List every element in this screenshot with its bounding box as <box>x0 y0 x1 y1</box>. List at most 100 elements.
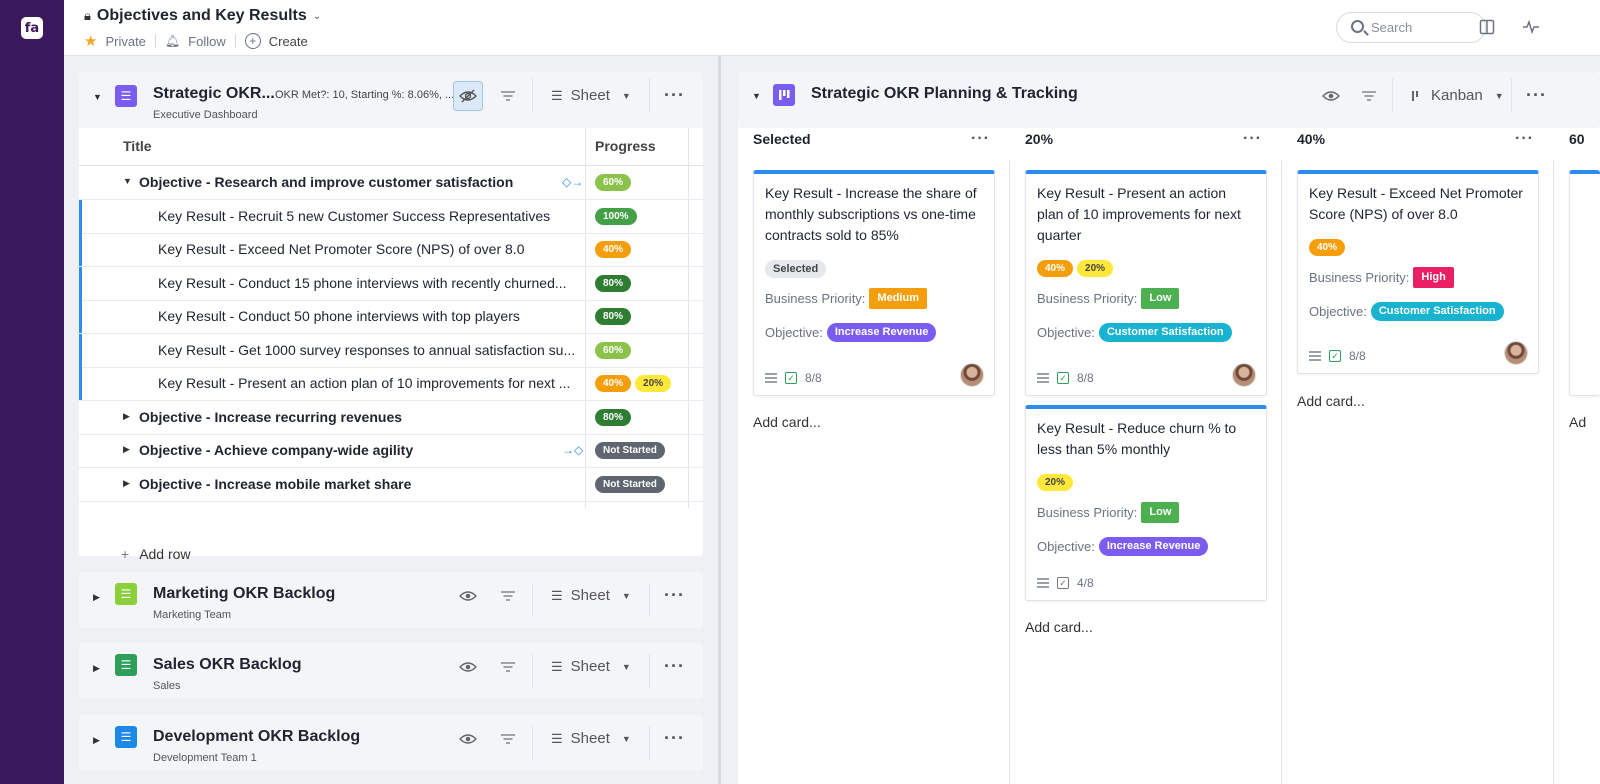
progress-cell[interactable]: 80% <box>595 408 635 426</box>
page-title[interactable]: Objectives and Key Results <box>96 7 307 24</box>
progress-cell[interactable]: 60% <box>595 174 635 191</box>
row-title[interactable]: Objective - Achieve company-wide agility <box>139 442 414 458</box>
panel-title[interactable]: Marketing OKR Backlog <box>153 585 336 602</box>
progress-cell[interactable]: 80% <box>595 308 635 325</box>
row-title[interactable]: Key Result - Conduct 15 phone interviews… <box>158 274 567 291</box>
objective-row[interactable]: ▼ Objective - Research and improve custom… <box>79 166 703 200</box>
kanban-card[interactable]: Key Result - Increase the share of month… <box>753 170 995 396</box>
progress-cell[interactable]: 40% 20% <box>595 375 675 392</box>
bell-icon[interactable]: 🔔︎ <box>164 34 181 48</box>
key-result-row[interactable]: Key Result - Conduct 15 phone interviews… <box>79 266 703 301</box>
row-title[interactable]: Key Result - Get 1000 survey responses t… <box>158 341 576 358</box>
objective-row[interactable]: ▶ Objective - Increase mobile market shar… <box>79 468 703 502</box>
panel-divider[interactable] <box>718 56 721 784</box>
row-title[interactable]: Objective - Research and improve custome… <box>139 174 514 190</box>
column-title[interactable]: 20% <box>1025 131 1054 147</box>
collapse-caret-icon[interactable]: ▼ <box>123 176 132 186</box>
row-title[interactable]: Key Result - Present an action plan of 1… <box>158 375 571 391</box>
column-title[interactable]: 40% <box>1297 131 1326 147</box>
add-card-button[interactable]: Ad <box>1569 414 1587 430</box>
avatar[interactable] <box>960 363 984 387</box>
more-options-icon[interactable]: ··· <box>664 728 685 748</box>
create-button[interactable]: Create <box>268 33 308 49</box>
objective-row[interactable]: ▶ Objective - Increase recurring revenues… <box>79 401 703 435</box>
app-logo[interactable]: fa <box>21 17 43 39</box>
key-result-row[interactable]: Key Result - Get 1000 survey responses t… <box>79 333 703 368</box>
panel-title[interactable]: Sales OKR Backlog <box>153 656 302 673</box>
column-menu-icon[interactable]: ··· <box>1515 130 1534 147</box>
avatar[interactable] <box>1504 341 1528 365</box>
plus-circle-icon[interactable]: + <box>244 33 261 49</box>
add-card-button[interactable]: Add card... <box>1297 393 1365 409</box>
view-selector[interactable]: ☰ Sheet ▼ <box>551 730 631 747</box>
eye-icon[interactable] <box>1316 81 1346 111</box>
more-options-icon[interactable]: ··· <box>1526 85 1547 105</box>
view-selector[interactable]: ☰ Sheet ▼ <box>551 587 631 604</box>
row-title[interactable]: Objective - Increase mobile market share <box>139 475 412 492</box>
expand-caret-icon[interactable]: ▶ <box>123 477 130 488</box>
row-title[interactable]: Key Result - Recruit 5 new Customer Succ… <box>158 207 551 224</box>
progress-cell[interactable]: 80% <box>595 274 635 292</box>
row-title[interactable]: Key Result - Conduct 50 phone interviews… <box>158 308 520 324</box>
collapse-caret-icon[interactable]: ▼ <box>752 91 761 101</box>
row-title[interactable]: Key Result - Exceed Net Promoter Score (… <box>158 241 525 257</box>
view-selector[interactable]: ☰ Sheet ▼ <box>551 658 631 675</box>
expand-caret-icon[interactable]: ▶ <box>93 735 100 745</box>
add-row-button[interactable]: + Add row <box>121 546 191 562</box>
dependency-link-icon[interactable]: ◇→ <box>562 175 584 189</box>
activity-icon[interactable] <box>1522 18 1540 36</box>
column-title[interactable]: 60 <box>1569 131 1585 147</box>
filter-icon[interactable] <box>493 652 523 682</box>
avatar[interactable] <box>1232 363 1256 387</box>
privacy-label[interactable]: Private <box>105 33 146 49</box>
progress-cell[interactable]: 60% <box>595 341 635 359</box>
eye-icon[interactable] <box>453 581 483 611</box>
filter-icon[interactable] <box>1354 81 1384 111</box>
key-result-row[interactable]: Key Result - Present an action plan of 1… <box>79 367 703 401</box>
progress-cell[interactable]: 40% <box>595 241 635 258</box>
add-card-button[interactable]: Add card... <box>753 414 821 430</box>
more-options-icon[interactable]: ··· <box>664 85 685 105</box>
progress-cell[interactable]: Not Started <box>595 475 669 493</box>
follow-button[interactable]: Follow <box>188 33 226 49</box>
eye-icon[interactable] <box>453 652 483 682</box>
split-view-icon[interactable] <box>1478 18 1496 36</box>
view-selector[interactable]: Kanban ▼ <box>1411 87 1504 104</box>
filter-icon[interactable] <box>493 581 523 611</box>
kanban-card[interactable]: Key Result - Reduce churn % to less than… <box>1025 405 1267 601</box>
more-options-icon[interactable]: ··· <box>664 656 685 676</box>
star-icon[interactable]: ★ <box>84 33 98 50</box>
search-input[interactable]: Search <box>1336 12 1486 43</box>
panel-title[interactable]: Development OKR Backlog <box>153 728 361 745</box>
kanban-card[interactable]: Key Result - Present an action plan of 1… <box>1025 170 1267 396</box>
eye-icon[interactable] <box>453 724 483 754</box>
expand-caret-icon[interactable]: ▶ <box>93 592 100 602</box>
key-result-row[interactable]: Key Result - Recruit 5 new Customer Succ… <box>79 199 703 234</box>
collapse-caret-icon[interactable]: ▼ <box>93 92 102 102</box>
row-title[interactable]: Objective - Increase recurring revenues <box>139 408 403 425</box>
key-result-row[interactable]: Key Result - Conduct 50 phone interviews… <box>79 300 703 334</box>
expand-caret-icon[interactable]: ▶ <box>123 410 130 421</box>
filter-icon[interactable] <box>493 81 523 111</box>
kanban-panel-title[interactable]: Strategic OKR Planning & Tracking <box>811 85 1078 102</box>
progress-cell[interactable]: Not Started <box>595 442 669 459</box>
hidden-fields-icon[interactable] <box>453 81 483 111</box>
column-menu-icon[interactable]: ··· <box>971 130 990 147</box>
column-menu-icon[interactable]: ··· <box>1243 130 1262 147</box>
sheet-panel-title[interactable]: Strategic OKR... <box>153 85 275 102</box>
progress-cell[interactable]: 100% <box>595 207 641 225</box>
view-selector[interactable]: ☰ Sheet ▼ <box>551 87 631 104</box>
more-options-icon[interactable]: ··· <box>664 585 685 605</box>
kanban-card[interactable] <box>1569 170 1600 396</box>
add-card-button[interactable]: Add card... <box>1025 619 1093 635</box>
chevron-down-icon[interactable]: ⌄ <box>312 10 322 22</box>
column-header-title[interactable]: Title <box>123 138 152 154</box>
filter-icon[interactable] <box>493 724 523 754</box>
column-title[interactable]: Selected <box>753 131 811 147</box>
objective-row[interactable]: ▶ Objective - Achieve company-wide agilit… <box>79 434 703 468</box>
dependency-link-icon[interactable]: →◇ <box>562 443 584 457</box>
expand-caret-icon[interactable]: ▶ <box>93 663 100 673</box>
expand-caret-icon[interactable]: ▶ <box>123 444 130 454</box>
column-header-progress[interactable]: Progress <box>595 138 656 154</box>
key-result-row[interactable]: Key Result - Exceed Net Promoter Score (… <box>79 233 703 267</box>
